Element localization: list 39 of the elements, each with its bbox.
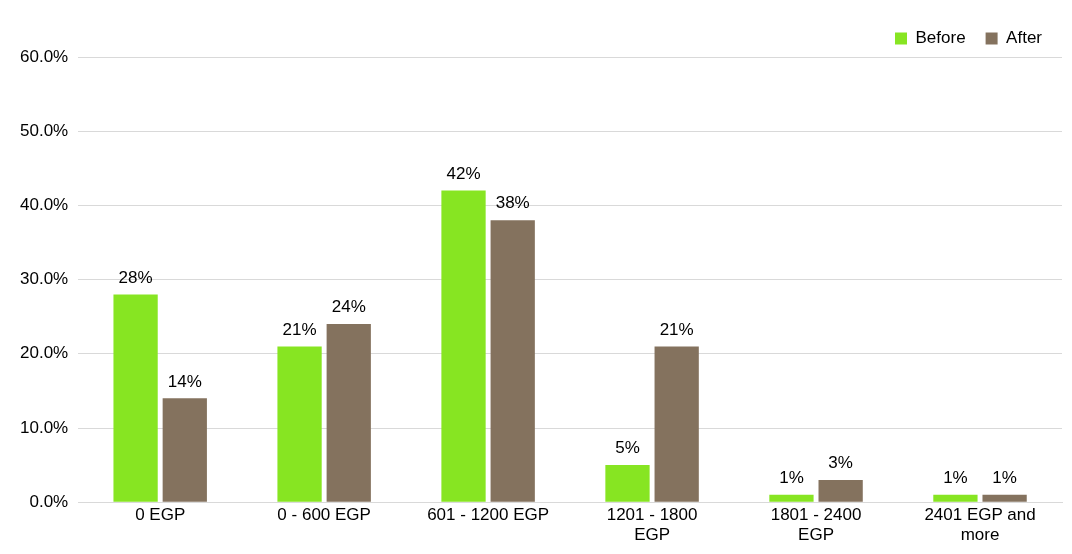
data-label: 3% xyxy=(828,453,853,473)
bar xyxy=(818,479,863,502)
bar xyxy=(769,494,814,502)
bar xyxy=(982,494,1027,502)
data-label: 14% xyxy=(167,371,202,391)
data-label: 1% xyxy=(943,467,968,487)
x-tick-label: 0 - 600 EGP xyxy=(277,505,371,525)
bar xyxy=(441,190,486,502)
bar xyxy=(490,220,535,502)
bar xyxy=(605,465,650,502)
data-label: 28% xyxy=(118,267,153,287)
x-tick-label: 601 - 1200 EGP xyxy=(427,505,550,525)
data-label: 1% xyxy=(779,467,804,487)
x-tick-label: 0 EGP xyxy=(135,505,186,525)
y-tick-label: 0.0% xyxy=(29,491,69,511)
x-tick-label: 1201 - 1800 EGP xyxy=(606,505,698,545)
y-tick-label: 10.0% xyxy=(20,417,69,437)
data-label: 1% xyxy=(992,467,1017,487)
data-label: 42% xyxy=(446,163,481,183)
bar xyxy=(933,494,978,502)
data-label: 24% xyxy=(331,297,366,317)
bar xyxy=(654,346,699,502)
x-tick-label: 1801 - 2400 EGP xyxy=(770,505,862,545)
data-label: 21% xyxy=(659,319,694,339)
data-label: 38% xyxy=(495,193,530,213)
y-tick-label: 50.0% xyxy=(20,120,69,140)
y-tick-label: 20.0% xyxy=(20,343,69,363)
data-label: 5% xyxy=(615,438,640,458)
y-tick-label: 30.0% xyxy=(20,269,69,289)
bar xyxy=(277,346,322,502)
y-tick-label: 60.0% xyxy=(20,46,69,66)
bar xyxy=(326,324,371,502)
legend-label: After xyxy=(1006,28,1043,48)
bar xyxy=(162,398,207,502)
y-tick-label: 40.0% xyxy=(20,195,69,215)
bar xyxy=(113,294,158,502)
data-label: 21% xyxy=(282,319,317,339)
legend-label: Before xyxy=(915,28,966,48)
x-tick-label: 2401 EGP and more xyxy=(924,505,1036,545)
